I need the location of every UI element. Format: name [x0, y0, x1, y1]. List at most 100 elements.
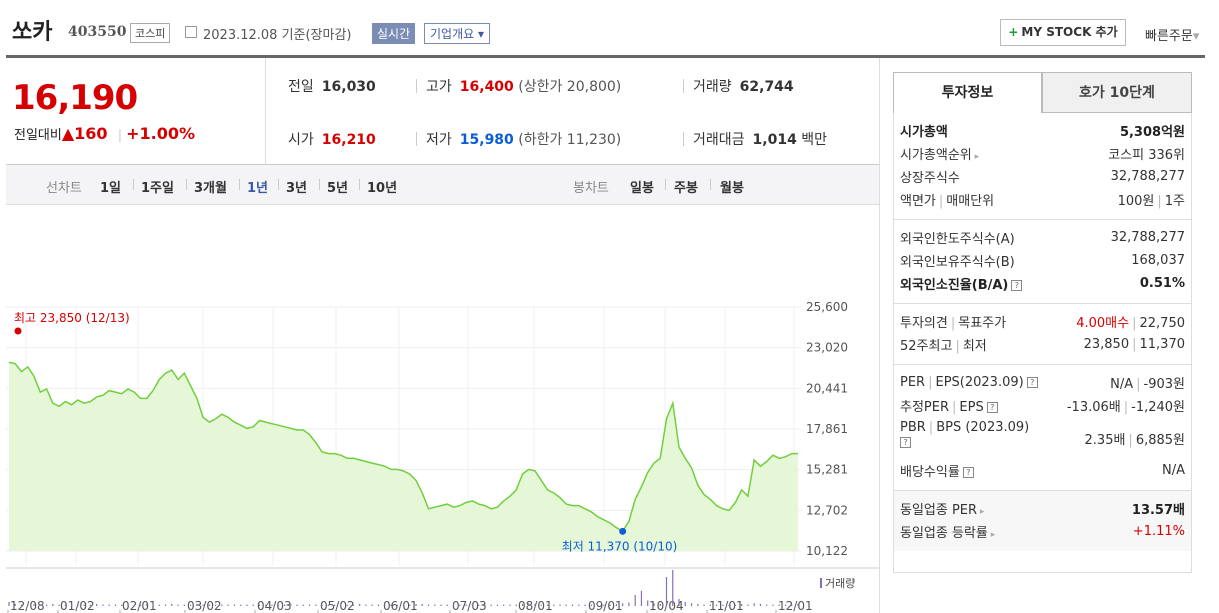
volume-bar [265, 604, 267, 606]
help-icon[interactable]: ? [1011, 280, 1023, 291]
corp-overview-button[interactable]: 기업개요 ▾ [424, 23, 491, 44]
eps-label: EPS(2023.09) [935, 375, 1024, 390]
mystock-add-button[interactable]: + MY STOCK 추가 [1000, 19, 1126, 46]
volume-bar [58, 604, 60, 606]
x-tick-label: 11/01 [709, 599, 744, 613]
volume-bar [622, 603, 624, 606]
help-icon[interactable]: ? [962, 467, 974, 478]
volume-bar [409, 604, 411, 606]
volume-bar [8, 601, 10, 606]
divider: | [955, 339, 960, 354]
x-tick-label: 05/02 [320, 599, 355, 613]
y-tick-label: 23,020 [806, 341, 848, 355]
divider [278, 179, 279, 190]
divider [186, 179, 187, 190]
volume-bar [678, 599, 680, 606]
period-1w[interactable]: 1주일 [141, 181, 174, 196]
per-value: N/A [1110, 377, 1134, 392]
volume-bar [509, 604, 511, 606]
trade-unit-label: 매매단위 [946, 194, 995, 209]
volume-bar [183, 604, 185, 606]
period-10y[interactable]: 10년 [367, 181, 398, 196]
high-value: 16,400 [459, 79, 514, 95]
volume-bar [396, 604, 398, 606]
y-tick-label: 15,281 [806, 463, 848, 477]
volume-bar [346, 604, 348, 606]
volume-bar [440, 604, 442, 606]
volume: 거래량 62,744 [693, 76, 794, 96]
tab-orderbook[interactable]: 호가 10단계 [1042, 72, 1192, 113]
volume-bar [252, 604, 254, 606]
volume-bar [534, 603, 536, 606]
divider: | [1132, 337, 1137, 352]
volume-bar [703, 604, 705, 606]
volume-bar [590, 604, 592, 606]
divider [359, 179, 360, 190]
y-tick-label: 25,600 [806, 300, 848, 314]
volume-bar [202, 604, 204, 606]
x-tick-label: 07/03 [452, 599, 487, 613]
row-opinion: 투자의견 | 목표주가 4.00매수 | 22,750 [900, 310, 1185, 333]
x-tick-label: 12/01 [778, 599, 813, 613]
volume-bar [672, 570, 674, 606]
volume-bar [640, 590, 643, 606]
candle-monthly[interactable]: 월봉 [720, 181, 744, 196]
volume-bar [71, 604, 73, 606]
price-chart[interactable]: 25,600 23,020 20,441 17,861 15,281 12,702 10,1… [6, 206, 879, 613]
quick-order-label: 빠른주문 [1145, 29, 1193, 44]
row-sector-per[interactable]: 동일업종 PER ▸ 13.57배 [900, 497, 1185, 520]
opinion-label: 투자의견 [900, 316, 948, 331]
volume-bar [459, 604, 461, 606]
section-valuation: PER | EPS(2023.09)? N/A | -903원 추정PER | EPS? -13… [894, 365, 1191, 491]
divider: | [1123, 400, 1129, 415]
period-3m[interactable]: 3개월 [194, 181, 227, 196]
volume-bar [227, 604, 229, 606]
x-tick-label: 06/01 [383, 599, 418, 613]
period-3y[interactable]: 3년 [286, 181, 308, 196]
volume-bar [296, 604, 298, 606]
row-market-cap-rank[interactable]: 시가총액순위 ▸ 코스피 336위 [900, 142, 1185, 165]
volume-bar [747, 604, 749, 606]
candle-daily[interactable]: 일봉 [630, 181, 654, 196]
volume-bar [133, 604, 135, 606]
volume-bar [271, 604, 273, 606]
volume-bar [221, 604, 223, 606]
dividend-label: 배당수익률 [900, 465, 960, 480]
volume-bar [64, 604, 66, 606]
period-1d[interactable]: 1일 [100, 181, 122, 196]
foreign-limit-value: 32,788,277 [1110, 230, 1185, 245]
chevron-right-icon: ▸ [977, 507, 985, 517]
realtime-button[interactable]: 실시간 [372, 23, 416, 44]
section-sector: 동일업종 PER ▸ 13.57배 동일업종 등락률 ▸ +1.11% [894, 491, 1191, 551]
volume-bar [565, 604, 567, 606]
price-area [9, 362, 798, 551]
volume-bar [246, 604, 248, 606]
quick-order-button[interactable]: 빠른주문▾ [1145, 25, 1199, 44]
volume-bar [741, 603, 743, 606]
volume-bar [158, 604, 160, 606]
volume-bar [478, 604, 480, 606]
change-pct: +1.00% [126, 124, 196, 143]
volume-bar [240, 604, 242, 606]
change-label: 전일대비 [14, 128, 62, 143]
volume-bar [402, 604, 405, 606]
help-icon[interactable]: ? [986, 402, 998, 413]
help-icon[interactable]: ? [900, 437, 911, 448]
volume-bar [121, 604, 123, 606]
volume-bar [791, 604, 793, 606]
tab-invest-info[interactable]: 투자정보 [893, 72, 1042, 113]
volume-bar [659, 603, 661, 606]
volume-bar [83, 604, 85, 606]
volume-bar [415, 603, 417, 606]
period-5y[interactable]: 5년 [327, 181, 349, 196]
row-sector-change[interactable]: 동일업종 등락률 ▸ +1.11% [900, 520, 1185, 543]
foreign-hold-value: 168,037 [1131, 253, 1185, 268]
help-icon[interactable]: ? [1026, 377, 1038, 388]
low-label: 최저 11,370 (10/10) [562, 539, 678, 553]
y-tick-label: 12,702 [806, 503, 848, 517]
period-1y[interactable]: 1년 [247, 181, 269, 196]
volume-bar [114, 604, 117, 606]
candle-weekly[interactable]: 주봉 [674, 181, 698, 196]
section-foreign: 외국인한도주식수(A) 32,788,277 외국인보유주식수(B) 168,037… [894, 220, 1191, 304]
volume-bar [528, 603, 530, 606]
